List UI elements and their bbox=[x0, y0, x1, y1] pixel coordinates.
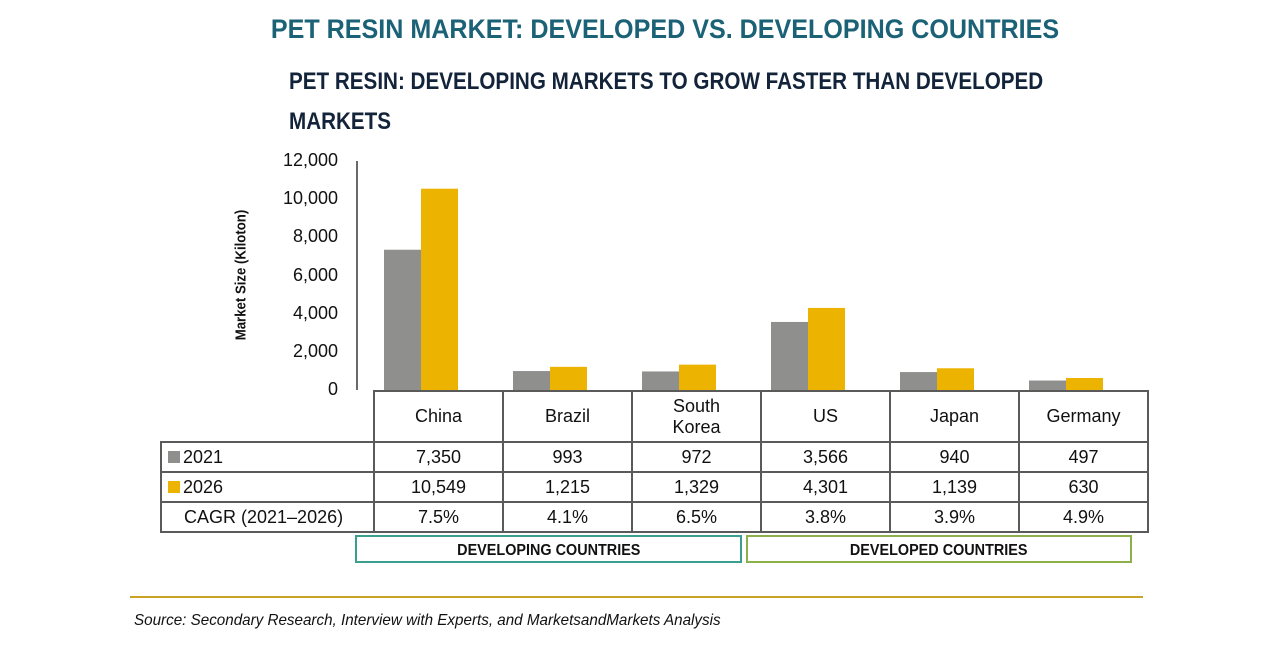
cagr-value: 7.5% bbox=[373, 501, 504, 533]
bar-2026-south-korea bbox=[679, 364, 716, 390]
category-label: US bbox=[760, 390, 891, 443]
value-2026: 1,329 bbox=[631, 471, 762, 503]
table-row-2021: 2021 7,350 993 972 3,566 940 497 bbox=[160, 441, 1149, 473]
category-label: Brazil bbox=[502, 390, 633, 443]
bar-2026-brazil bbox=[550, 366, 587, 390]
group-developing-countries: DEVELOPING COUNTRIES bbox=[355, 535, 742, 563]
legend-swatch-2026 bbox=[168, 480, 180, 493]
bar-2021-us bbox=[771, 321, 808, 390]
divider-line bbox=[130, 596, 1143, 598]
page-title: PET RESIN MARKET: DEVELOPED VS. DEVELOPI… bbox=[270, 14, 1060, 44]
value-2026: 4,301 bbox=[760, 471, 891, 503]
bar-2026-germany bbox=[1066, 377, 1103, 390]
bar-2021-china bbox=[384, 249, 421, 390]
cagr-value: 4.1% bbox=[502, 501, 633, 533]
value-2026: 1,215 bbox=[502, 471, 633, 503]
bar-2021-japan bbox=[900, 372, 937, 390]
table-row-cagr: CAGR (2021–2026) 7.5% 4.1% 6.5% 3.8% 3.9% 4.9… bbox=[160, 501, 1149, 533]
chart-title-line-2: MARKETS bbox=[289, 108, 392, 135]
category-label-line: South bbox=[672, 395, 721, 416]
bar-2026-us bbox=[808, 307, 845, 390]
value-2026: 630 bbox=[1018, 471, 1149, 503]
category-label: Germany bbox=[1018, 390, 1149, 443]
value-2026: 1,139 bbox=[889, 471, 1020, 503]
legend-2026: 2026 bbox=[160, 471, 375, 503]
chart-title: PET RESIN: DEVELOPING MARKETS TO GROW FA… bbox=[289, 62, 1044, 142]
y-tick-label: 6,000 bbox=[292, 264, 338, 285]
bar-2021-germany bbox=[1029, 380, 1066, 390]
legend-label-2026: 2026 bbox=[183, 476, 224, 497]
bar-2021-south-korea bbox=[642, 371, 679, 390]
category-label-line: Brazil bbox=[544, 406, 590, 426]
y-tick-label: 10,000 bbox=[282, 188, 338, 209]
group-label-developing: DEVELOPING COUNTRIES bbox=[456, 542, 641, 559]
legend-2021: 2021 bbox=[160, 441, 375, 473]
value-2026: 10,549 bbox=[373, 471, 504, 503]
y-tick-label: 0 bbox=[327, 379, 338, 399]
legend-swatch-2021 bbox=[168, 450, 180, 463]
y-tick-label: 2,000 bbox=[292, 340, 338, 361]
category-label-line: Korea bbox=[672, 416, 721, 437]
y-tick-label: 8,000 bbox=[292, 226, 338, 247]
value-2021: 940 bbox=[889, 441, 1020, 473]
bar-2026-china bbox=[421, 188, 458, 390]
cagr-value: 6.5% bbox=[631, 501, 762, 533]
category-label: Japan bbox=[889, 390, 1020, 443]
category-label: China bbox=[373, 390, 504, 443]
value-2021: 7,350 bbox=[373, 441, 504, 473]
group-developed-countries: DEVELOPED COUNTRIES bbox=[746, 535, 1132, 563]
bar-2026-japan bbox=[937, 368, 974, 390]
value-2021: 497 bbox=[1018, 441, 1149, 473]
category-label-line: Japan bbox=[929, 406, 980, 426]
legend-label-2021: 2021 bbox=[183, 446, 224, 467]
value-2021: 3,566 bbox=[760, 441, 891, 473]
cagr-label: CAGR (2021–2026) bbox=[160, 501, 375, 533]
chart-title-line-1: PET RESIN: DEVELOPING MARKETS TO GROW FA… bbox=[289, 68, 1044, 95]
bar-2021-brazil bbox=[513, 371, 550, 390]
cagr-value: 3.8% bbox=[760, 501, 891, 533]
category-label-line: Germany bbox=[1046, 406, 1121, 426]
value-2021: 993 bbox=[502, 441, 633, 473]
value-2021: 972 bbox=[631, 441, 762, 473]
y-tick-label: 4,000 bbox=[292, 302, 338, 323]
category-label: South Korea bbox=[631, 390, 762, 443]
data-table: China Brazil South Korea US Japan Germany 2021… bbox=[160, 390, 1149, 533]
cagr-value: 3.9% bbox=[889, 501, 1020, 533]
table-row-2026: 2026 10,549 1,215 1,329 4,301 1,139 630 bbox=[160, 471, 1149, 503]
table-corner bbox=[161, 391, 375, 443]
category-label-line: US bbox=[812, 406, 838, 426]
category-label-line: China bbox=[414, 406, 463, 426]
source-note: Source: Secondary Research, Interview wi… bbox=[134, 612, 721, 629]
table-header-row: China Brazil South Korea US Japan Germany bbox=[161, 390, 1149, 443]
y-tick-label: 12,000 bbox=[282, 150, 338, 170]
cagr-value: 4.9% bbox=[1018, 501, 1149, 533]
group-label-developed: DEVELOPED COUNTRIES bbox=[850, 542, 1028, 559]
